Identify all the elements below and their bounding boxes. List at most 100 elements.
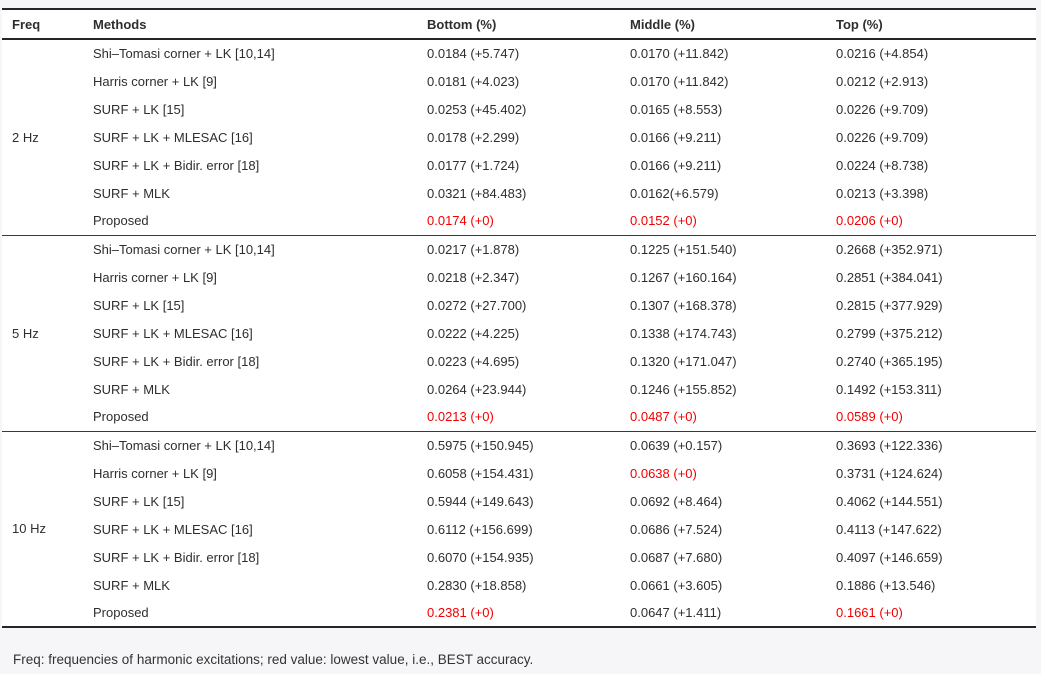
bottom-value-cell: 0.0213 (+0)	[427, 409, 494, 425]
top-value-cell: 0.0224 (+8.738)	[836, 157, 929, 173]
method-cell: Proposed	[93, 213, 149, 229]
method-cell: SURF + LK + Bidir. error [18]	[93, 353, 260, 369]
bottom-value-cell: 0.2830 (+18.858)	[427, 577, 527, 593]
middle-value-cell: 0.0165 (+8.553)	[630, 101, 723, 117]
top-value-cell: 0.0216 (+4.854)	[836, 46, 929, 61]
method-cell: SURF + MLK	[93, 381, 170, 397]
middle-value-cell: 0.1225 (+151.540)	[630, 241, 737, 257]
method-cell: SURF + LK [15]	[93, 493, 185, 509]
bottom-value-cell: 0.2381 (+0)	[427, 605, 494, 620]
results-table: Freq Methods Bottom (%) Middle (%) Top (…	[2, 8, 1036, 628]
table-row: SURF + LK + Bidir. error [18] 0.0223 (+4.…	[2, 347, 1036, 375]
top-value-cell: 0.3731 (+124.624)	[836, 465, 943, 481]
bottom-value-cell: 0.5975 (+150.945)	[427, 437, 534, 453]
freq-group-10-hz: 10 Hz Shi–Tomasi corner + LK [10,14] 0.597…	[2, 431, 1036, 627]
middle-value-cell: 0.1307 (+168.378)	[630, 297, 737, 313]
table-row: Harris corner + LK [9] 0.6058 (+154.431) 0…	[2, 459, 1036, 487]
bottom-value-cell: 0.0174 (+0)	[427, 213, 494, 229]
table-row: SURF + LK + Bidir. error [18] 0.0177 (+1.…	[2, 151, 1036, 179]
bottom-value-cell: 0.0181 (+4.023)	[427, 73, 520, 89]
middle-value-cell: 0.0692 (+8.464)	[630, 493, 723, 509]
middle-value-cell: 0.1320 (+171.047)	[630, 353, 737, 369]
middle-value-cell: 0.0661 (+3.605)	[630, 577, 723, 593]
bottom-value-cell: 0.0184 (+5.747)	[427, 46, 520, 61]
table-row: Harris corner + LK [9] 0.0181 (+4.023) 0.0…	[2, 67, 1036, 95]
method-cell: Shi–Tomasi corner + LK [10,14]	[93, 241, 275, 257]
middle-value-cell: 0.0639 (+0.157)	[630, 437, 723, 453]
method-cell: SURF + LK + MLESAC [16]	[93, 521, 253, 537]
middle-value-cell: 0.1246 (+155.852)	[630, 381, 737, 397]
bottom-value-cell: 0.0222 (+4.225)	[427, 325, 520, 341]
top-value-cell: 0.2668 (+352.971)	[836, 241, 943, 257]
method-cell: SURF + LK + Bidir. error [18]	[93, 549, 260, 565]
table-row: SURF + MLK 0.0264 (+23.944) 0.1246 (+155.8…	[2, 375, 1036, 403]
top-value-cell: 0.0226 (+9.709)	[836, 101, 929, 117]
middle-value-cell: 0.0487 (+0)	[630, 409, 697, 425]
top-value-cell: 0.1492 (+153.311)	[836, 381, 942, 397]
bottom-value-cell: 0.0264 (+23.944)	[427, 381, 527, 397]
table-row: 2 Hz Shi–Tomasi corner + LK [10,14] 0.0184…	[2, 39, 1036, 145]
top-value-cell: 0.0213 (+3.398)	[836, 185, 929, 201]
method-cell: SURF + LK + Bidir. error [18]	[93, 157, 260, 173]
top-value-cell: 0.2740 (+365.195)	[836, 353, 943, 369]
top-value-cell: 0.0206 (+0)	[836, 213, 903, 229]
table-row: SURF + MLK 0.0321 (+84.483) 0.0162(+6.579)…	[2, 179, 1036, 207]
method-cell: Proposed	[93, 605, 149, 620]
method-cell: SURF + MLK	[93, 185, 170, 201]
table-footnote: Freq: frequencies of harmonic excitation…	[13, 652, 534, 667]
freq-group-5-hz: 5 Hz Shi–Tomasi corner + LK [10,14] 0.0217…	[2, 235, 1036, 431]
top-value-cell: 0.1886 (+13.546)	[836, 577, 936, 593]
middle-value-cell: 0.1267 (+160.164)	[630, 269, 737, 285]
method-cell: SURF + LK + MLESAC [16]	[93, 325, 253, 341]
middle-value-cell: 0.0686 (+7.524)	[630, 521, 723, 537]
top-value-cell: 0.0212 (+2.913)	[836, 73, 929, 89]
table-row: 10 Hz Shi–Tomasi corner + LK [10,14] 0.597…	[2, 431, 1036, 537]
method-cell: SURF + LK [15]	[93, 101, 185, 117]
bottom-value-cell: 0.0178 (+2.299)	[427, 129, 520, 145]
method-cell: Harris corner + LK [9]	[93, 73, 217, 89]
bottom-value-cell: 0.0272 (+27.700)	[427, 297, 527, 313]
table-row: 5 Hz Shi–Tomasi corner + LK [10,14] 0.0217…	[2, 235, 1036, 341]
bottom-value-cell: 0.0218 (+2.347)	[427, 269, 520, 285]
header-row: Freq Methods Bottom (%) Middle (%) Top (…	[2, 8, 1036, 40]
table-row: Proposed 0.2381 (+0) 0.0647 (+1.411) 0.1661…	[2, 599, 1036, 627]
table-row: SURF + LK + MLESAC [16] 0.0222 (+4.225) 0.…	[2, 319, 1036, 347]
table-row: SURF + LK [15] 0.0253 (+45.402) 0.0165 (+8…	[2, 95, 1036, 123]
bottom-value-cell: 0.6070 (+154.935)	[427, 549, 534, 565]
bottom-value-cell: 0.0321 (+84.483)	[427, 185, 527, 201]
top-value-cell: 0.2815 (+377.929)	[836, 297, 943, 313]
top-value-cell: 0.4097 (+146.659)	[836, 549, 943, 565]
freq-group-2-hz: 2 Hz Shi–Tomasi corner + LK [10,14] 0.0184…	[2, 39, 1036, 235]
middle-value-cell: 0.0170 (+11.842)	[630, 46, 729, 61]
header-middle: Middle (%)	[630, 8, 836, 40]
middle-value-cell: 0.0166 (+9.211)	[630, 129, 722, 145]
header-freq: Freq	[2, 8, 93, 40]
table-row: SURF + MLK 0.2830 (+18.858) 0.0661 (+3.605…	[2, 571, 1036, 599]
top-value-cell: 0.0589 (+0)	[836, 409, 903, 425]
table-row: SURF + LK + Bidir. error [18] 0.6070 (+15…	[2, 543, 1036, 571]
table-row: SURF + LK [15] 0.5944 (+149.643) 0.0692 (+…	[2, 487, 1036, 515]
middle-value-cell: 0.0162(+6.579)	[630, 185, 719, 201]
bottom-value-cell: 0.0217 (+1.878)	[427, 241, 520, 257]
method-cell: Shi–Tomasi corner + LK [10,14]	[93, 46, 275, 61]
top-value-cell: 0.4062 (+144.551)	[836, 493, 943, 509]
middle-value-cell: 0.0638 (+0)	[630, 465, 697, 481]
table-row: SURF + LK + MLESAC [16] 0.6112 (+156.699)…	[2, 515, 1036, 543]
bottom-value-cell: 0.5944 (+149.643)	[427, 493, 534, 509]
middle-value-cell: 0.0152 (+0)	[630, 213, 697, 229]
table-header: Freq Methods Bottom (%) Middle (%) Top (…	[2, 8, 1036, 40]
table-row: SURF + LK + MLESAC [16] 0.0178 (+2.299) 0.…	[2, 123, 1036, 151]
middle-value-cell: 0.0166 (+9.211)	[630, 157, 722, 173]
header-methods: Methods	[93, 8, 427, 40]
header-top: Top (%)	[836, 8, 1036, 40]
table-row: Proposed 0.0174 (+0) 0.0152 (+0) 0.0206 (+0…	[2, 207, 1036, 235]
header-bottom: Bottom (%)	[427, 8, 630, 40]
freq-label: 2 Hz	[12, 129, 39, 145]
method-cell: SURF + LK + MLESAC [16]	[93, 129, 253, 145]
method-cell: Shi–Tomasi corner + LK [10,14]	[93, 437, 275, 453]
top-value-cell: 0.3693 (+122.336)	[836, 437, 943, 453]
top-value-cell: 0.0226 (+9.709)	[836, 129, 929, 145]
table-row: SURF + LK [15] 0.0272 (+27.700) 0.1307 (+1…	[2, 291, 1036, 319]
middle-value-cell: 0.0647 (+1.411)	[630, 605, 722, 620]
middle-value-cell: 0.0170 (+11.842)	[630, 73, 729, 89]
